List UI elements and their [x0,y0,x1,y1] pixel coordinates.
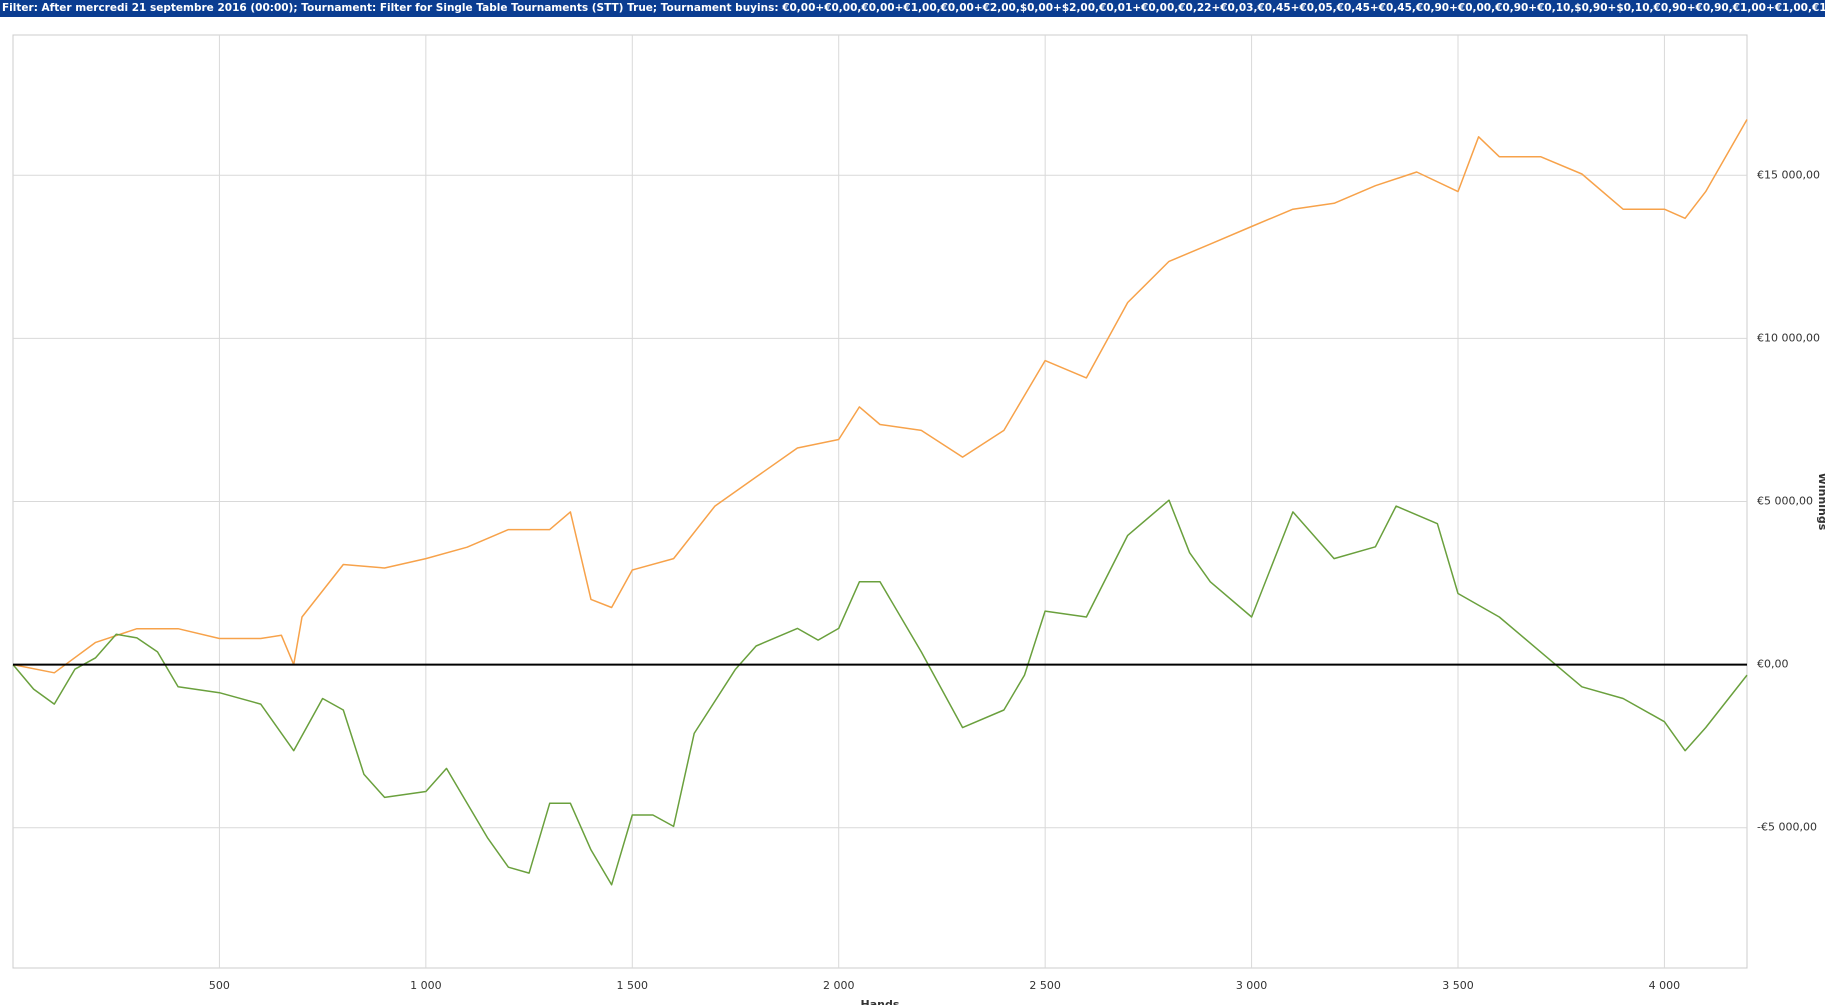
x-axis-label: Hands [861,998,900,1005]
series-line [12,499,1748,886]
y-tick-label: €10 000,00 [1757,331,1820,344]
x-tick-label: 2 000 [823,979,855,992]
y-tick-label: €0,00 [1757,658,1789,671]
x-tick-label: 1 000 [410,979,442,992]
x-tick-label: 1 500 [617,979,649,992]
y-tick-label: -€5 000,00 [1757,821,1817,834]
y-axis-label: Winnings [1816,473,1825,531]
chart: 500 1 000 1 500 2 000 2 500 3 000 3 500 4 000 -€… [12,34,1825,1005]
x-tick-label: 4 000 [1649,979,1681,992]
y-tick-label: €15 000,00 [1757,168,1820,181]
series-line [12,119,1748,674]
x-tick-label: 500 [209,979,230,992]
y-tick-label: €5 000,00 [1757,495,1813,508]
x-tick-label: 3 500 [1442,979,1474,992]
filter-banner: Filter: After mercredi 21 septembre 2016… [0,0,1825,17]
x-tick-label: 3 000 [1236,979,1268,992]
x-tick-label: 2 500 [1029,979,1061,992]
